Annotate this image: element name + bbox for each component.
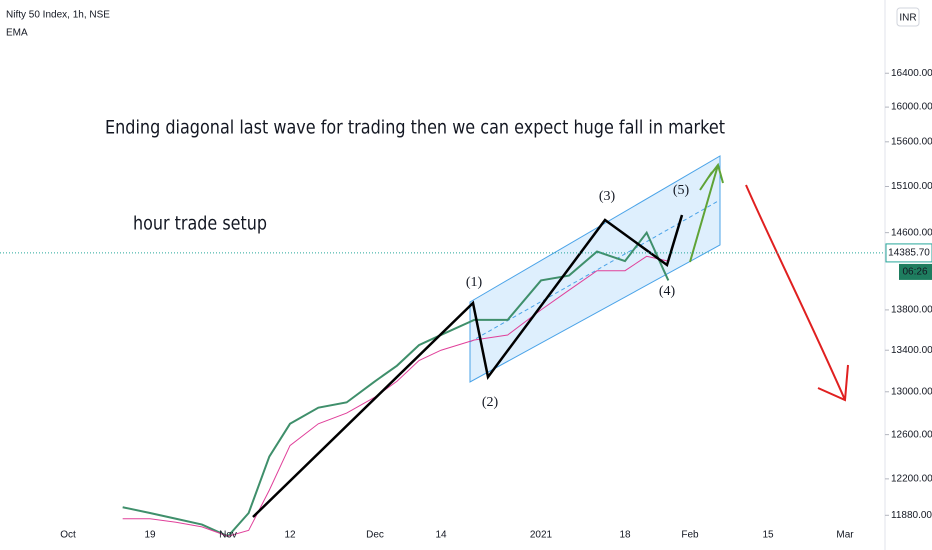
y-tick-label: 15600.00	[891, 136, 932, 147]
wave-line	[252, 214, 684, 518]
wave-label: (1)	[466, 275, 483, 290]
channel	[469, 155, 721, 383]
y-tick-label: 16000.00	[891, 102, 932, 113]
wave-label: (5)	[673, 183, 690, 198]
x-tick-label: 19	[144, 530, 156, 541]
legend-entry: EMA	[6, 28, 28, 39]
x-tick-label: Feb	[681, 530, 699, 541]
last-price-label: 14385.70	[888, 248, 930, 259]
x-tick-label: Oct	[60, 530, 76, 541]
series-line	[122, 230, 670, 538]
y-tick-label: 13800.00	[891, 305, 932, 316]
legend-entry: Nifty 50 Index, 1h, NSE	[6, 10, 110, 21]
annotation: hour trade setup	[133, 213, 267, 235]
x-tick-label: Nov	[219, 530, 237, 541]
y-tick-label: 14600.00	[891, 227, 932, 238]
y-tick-label: 11880.00	[891, 510, 932, 521]
x-tick-label: 18	[619, 530, 631, 541]
wave-label: (3)	[599, 189, 616, 204]
wave-label: (2)	[482, 395, 499, 410]
y-tick-label: 12600.00	[891, 429, 932, 440]
x-tick-label: 15	[762, 530, 774, 541]
drawings: Ending diagonal last wave for trading th…	[105, 117, 849, 518]
wave-label: (4)	[659, 284, 676, 299]
countdown: 06:26	[902, 267, 927, 278]
y-tick-label: 15100.00	[891, 181, 932, 192]
y-tick-label: 13000.00	[891, 386, 932, 397]
x-tick-label: 2021	[530, 530, 553, 541]
x-tick-label: Mar	[836, 530, 854, 541]
y-tick-label: 12200.00	[891, 473, 932, 484]
green-arrow	[689, 162, 724, 263]
countdown-box	[899, 263, 932, 280]
x-tick-label: 12	[284, 530, 296, 541]
currency-badge[interactable]	[896, 7, 920, 27]
x-tick-label: 14	[435, 530, 447, 541]
currency: INR	[899, 13, 916, 24]
annotation: Ending diagonal last wave for trading th…	[105, 117, 725, 139]
y-tick-label: 16400.00	[891, 68, 932, 79]
last-price-box	[885, 243, 932, 263]
red-arrow	[745, 184, 849, 402]
x-tick-label: Dec	[366, 530, 384, 541]
y-tick-label: 13400.00	[891, 345, 932, 356]
